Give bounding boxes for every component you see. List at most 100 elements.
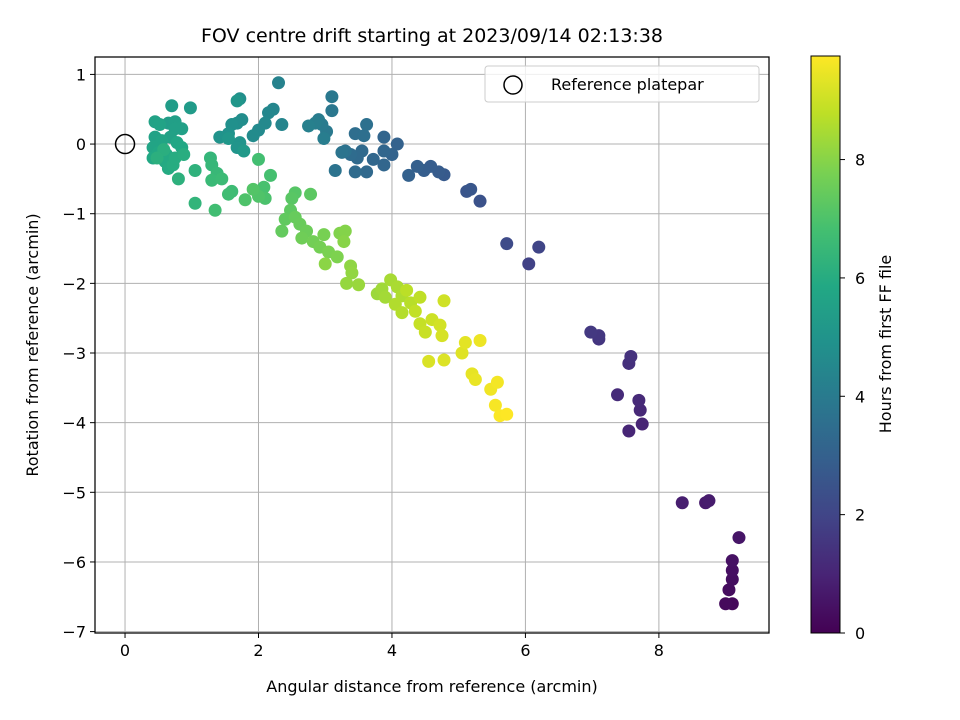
data-point — [188, 164, 202, 178]
data-point — [725, 572, 739, 586]
data-point — [433, 318, 447, 332]
data-point — [360, 118, 374, 132]
data-point — [458, 336, 472, 350]
data-point — [352, 278, 366, 292]
data-point — [317, 228, 331, 242]
data-point — [340, 276, 354, 290]
data-point — [246, 182, 260, 196]
data-point — [377, 144, 391, 158]
y-tick-label: −2 — [62, 274, 86, 293]
data-point — [275, 224, 289, 238]
data-point — [275, 118, 289, 132]
data-points — [146, 76, 746, 611]
data-point — [150, 151, 164, 165]
data-point — [390, 137, 404, 151]
colorbar — [810, 55, 841, 634]
data-point — [719, 597, 733, 611]
grid-lines — [95, 57, 769, 633]
data-point — [635, 417, 649, 431]
data-point — [237, 144, 251, 158]
y-tick-label: −6 — [62, 553, 86, 572]
data-point — [366, 152, 380, 166]
data-point — [633, 403, 647, 417]
data-point — [246, 129, 260, 143]
data-point — [318, 257, 332, 271]
data-point — [675, 496, 689, 510]
data-point — [377, 158, 391, 172]
data-point — [437, 353, 451, 367]
x-tick-label: 2 — [253, 641, 263, 660]
data-point — [500, 237, 514, 251]
data-point — [188, 196, 202, 210]
data-point — [488, 398, 502, 412]
data-point — [702, 494, 716, 508]
data-point — [262, 106, 276, 120]
data-point — [338, 224, 352, 238]
data-point — [722, 583, 736, 597]
data-point — [435, 329, 449, 343]
x-tick-label: 6 — [520, 641, 530, 660]
data-point — [205, 173, 219, 187]
colorbar-tick-label: 6 — [855, 269, 865, 288]
data-point — [272, 76, 286, 90]
data-point — [500, 407, 514, 421]
data-point — [171, 172, 185, 186]
x-tick-label: 4 — [387, 641, 397, 660]
x-axis-ticks: 0 2 4 6 8 — [120, 633, 664, 660]
data-point — [153, 118, 167, 132]
data-point — [473, 194, 487, 208]
colorbar-tick-label: 2 — [855, 506, 865, 525]
data-point — [325, 90, 339, 104]
data-point — [490, 375, 504, 389]
data-point — [725, 554, 739, 568]
data-point — [304, 187, 318, 201]
data-point — [337, 235, 351, 249]
data-point — [357, 129, 371, 143]
data-point — [410, 159, 424, 173]
data-point — [464, 182, 478, 196]
data-point — [418, 325, 432, 339]
data-point — [221, 187, 235, 201]
data-point — [437, 294, 451, 308]
data-point — [413, 290, 427, 304]
x-tick-label: 0 — [120, 641, 130, 660]
legend-label-reference: Reference platepar — [551, 75, 704, 94]
data-point — [348, 165, 362, 179]
reference-marker — [114, 133, 136, 155]
data-point — [251, 152, 265, 166]
data-point — [165, 99, 179, 113]
data-point — [422, 354, 436, 368]
data-point — [455, 346, 469, 360]
data-point — [317, 131, 331, 145]
data-point — [264, 168, 278, 182]
y-tick-label: −3 — [62, 344, 86, 363]
legend-box — [484, 65, 760, 103]
data-point — [208, 203, 222, 217]
data-point — [611, 388, 625, 402]
y-tick-label: −5 — [62, 483, 86, 502]
colorbar-tick-label: 4 — [855, 387, 865, 406]
data-point — [624, 349, 638, 363]
data-point — [632, 393, 646, 407]
data-point — [175, 122, 189, 136]
data-point — [378, 290, 392, 304]
data-point — [584, 325, 598, 339]
data-point — [725, 563, 739, 577]
data-point — [522, 257, 536, 271]
data-point — [325, 104, 339, 118]
y-tick-label: −1 — [62, 205, 86, 224]
data-point — [532, 240, 546, 254]
data-point — [622, 424, 636, 438]
data-point — [285, 191, 299, 205]
plot-area-frame — [94, 56, 770, 634]
chart-title: FOV centre drift starting at 2023/09/14 … — [201, 25, 663, 47]
colorbar-tick-label: 8 — [855, 151, 865, 170]
colorbar-tick-label: 0 — [855, 624, 865, 643]
data-point — [473, 333, 487, 347]
data-point — [302, 119, 316, 133]
data-point — [221, 131, 235, 145]
data-point — [345, 266, 359, 280]
y-axis-label: Rotation from reference (arcmin) — [23, 213, 42, 476]
data-point — [408, 304, 422, 318]
